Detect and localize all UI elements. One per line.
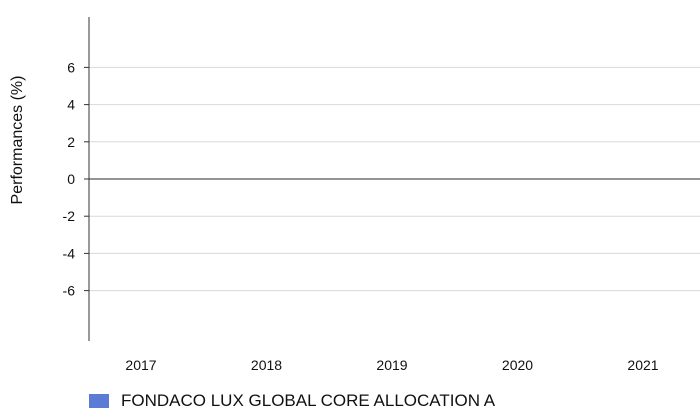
y-tick-label: 0 (67, 171, 75, 187)
legend-swatch (89, 394, 109, 408)
x-axis-ticks: 2017 2018 2019 2020 2021 (125, 357, 658, 373)
x-tick-label: 2019 (376, 357, 407, 373)
legend[interactable]: FONDACO LUX GLOBAL CORE ALLOCATION A (89, 391, 496, 408)
y-tick-label: 2 (67, 134, 75, 150)
x-tick-label: 2017 (125, 357, 156, 373)
y-tick-label: -4 (63, 245, 76, 261)
y-tick-label: 4 (67, 97, 75, 113)
y-tick-label: -2 (63, 208, 76, 224)
x-tick-label: 2020 (502, 357, 533, 373)
x-tick-label: 2018 (251, 357, 282, 373)
x-tick-label: 2021 (627, 357, 658, 373)
y-axis-ticks: 6 4 2 0 -2 -4 -6 (63, 59, 89, 299)
y-tick-label: 6 (67, 59, 75, 75)
gridlines (89, 66, 700, 292)
legend-label: FONDACO LUX GLOBAL CORE ALLOCATION A (121, 391, 496, 408)
y-tick-label: -6 (63, 283, 76, 299)
y-axis-title: Performances (%) (9, 76, 26, 205)
